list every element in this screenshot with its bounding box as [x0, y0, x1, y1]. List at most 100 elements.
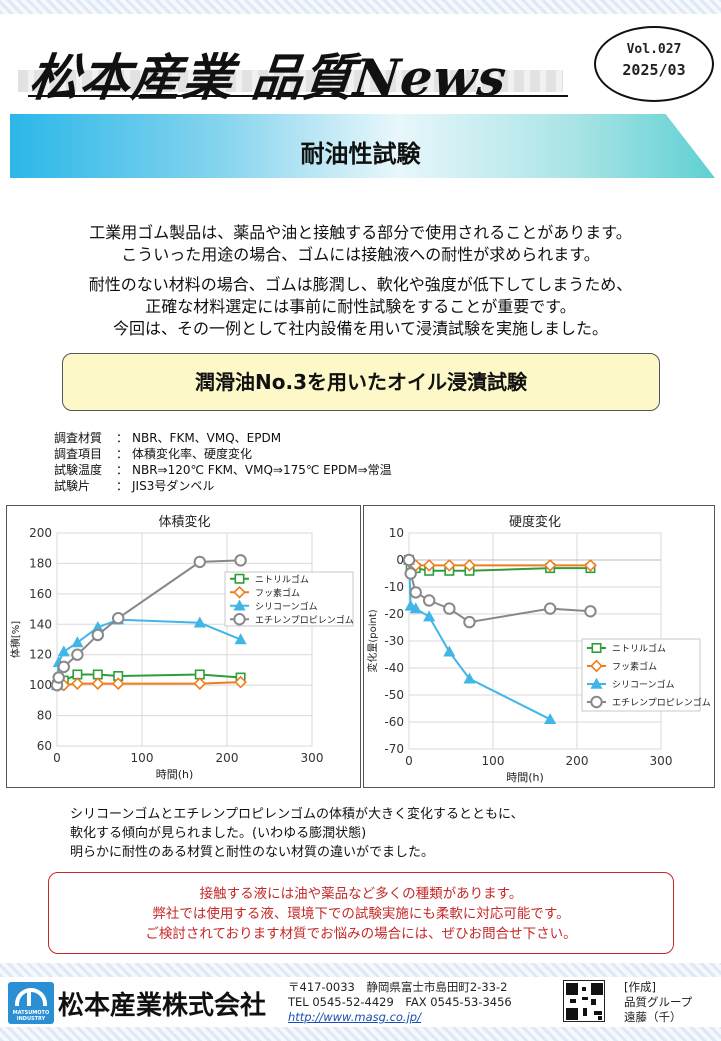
y-tick-label: -60	[384, 715, 404, 729]
condition-label: 試験片	[54, 479, 91, 493]
notice-line: 接触する液には油や薬品など多くの種類があります。	[199, 886, 523, 902]
data-point	[543, 602, 557, 615]
notice-line: 弊社では使用する液、環境下での試験実施にも柔軟に対応可能です。	[152, 906, 570, 922]
data-point	[463, 672, 476, 684]
data-point	[111, 677, 125, 690]
data-point	[422, 559, 436, 572]
legend-label: エチレンプロピレンゴム	[255, 614, 354, 626]
data-point	[443, 602, 456, 615]
y-tick-label: 80	[37, 709, 52, 723]
author-name: 遠藤（千）	[624, 1010, 682, 1024]
condition-sep: ：	[116, 463, 129, 477]
condition-sep: ：	[116, 479, 129, 493]
x-tick-label: 300	[650, 754, 673, 768]
intro-line: 耐性のない材料の場合、ゴムは膨潤し、軟化や強度が低下してしまうため、	[88, 275, 633, 294]
footer-pattern	[0, 963, 721, 977]
address: 〒417-0033 静岡県富士市島田町2-33-2	[288, 980, 508, 994]
data-point	[409, 602, 422, 614]
y-tick-label: -70	[384, 742, 404, 756]
condition-label: 調査項目	[54, 447, 103, 461]
data-point	[463, 615, 476, 629]
legend-box	[224, 571, 354, 627]
data-point	[71, 636, 84, 648]
legend-label: ニトリルゴム	[255, 573, 309, 585]
volume-change-svg: 60 80 100 120 140 160 180 200 0 100 200 300 体積変化時間(h…	[9, 514, 354, 781]
x-tick-label: 300	[301, 751, 324, 765]
data-point	[71, 648, 84, 661]
website-link[interactable]: http://www.masg.co.jp/	[288, 1010, 421, 1024]
data-point	[234, 554, 247, 567]
notice-line: ご検討されております材質でお悩みの場合には、ぜひお問合せ下さい。	[145, 926, 577, 942]
y-axis-label: 体積[%]	[9, 621, 22, 658]
condition-value: JIS3号ダンベル	[132, 479, 215, 493]
condition-value: NBR⇒120℃ FKM、VMQ⇒175℃ EPDM⇒常温	[132, 463, 392, 477]
legend-label: フッ素ゴム	[612, 661, 657, 673]
y-tick-label: -50	[384, 688, 404, 702]
data-point	[442, 559, 456, 572]
y-tick-label: 140	[29, 617, 52, 631]
data-point	[57, 645, 70, 657]
summary-line: 明らかに耐性のある材質と耐性のない材質の違いがでました。	[70, 845, 435, 860]
legend-marker	[591, 643, 602, 654]
legend-marker	[590, 677, 603, 689]
condition-row: 試験片 ： JIS3号ダンベル	[54, 478, 392, 494]
logo-mark-stem	[27, 992, 35, 1006]
data-point	[193, 677, 207, 690]
condition-label: 試験温度	[54, 463, 103, 477]
data-point	[543, 559, 557, 572]
y-tick-label: 200	[29, 526, 52, 540]
company-contact: 〒417-0033 静岡県富士市島田町2-33-2 TEL 0545-52-44…	[288, 980, 512, 1025]
data-point	[584, 559, 597, 572]
results-summary: シリコーンゴムとエチレンプロピレンゴムの体積が大きく変化するとともに、 軟化する…	[70, 805, 524, 862]
phone-fax: TEL 0545-52-4429 FAX 0545-53-3456	[288, 995, 512, 1009]
title-shadow	[18, 70, 563, 92]
qr-code-icon[interactable]	[563, 980, 605, 1022]
x-tick-label: 200	[216, 751, 239, 765]
data-point	[409, 586, 422, 599]
y-tick-label: 120	[29, 648, 52, 662]
top-pattern	[0, 0, 721, 14]
chart-title: 体積変化	[158, 514, 210, 530]
volume-change-chart: 60 80 100 120 140 160 180 200 0 100 200 300 体積変化 時間(h…	[6, 505, 361, 788]
data-point	[584, 605, 597, 618]
intro-line: こういった用途の場合、ゴムには接触液への耐性が求められます。	[121, 245, 600, 264]
legend-label: シリコーンゴム	[255, 600, 318, 612]
banner-title: 耐油性試験	[300, 140, 421, 168]
data-point	[402, 553, 416, 567]
legend-marker	[233, 585, 246, 599]
data-point	[234, 633, 247, 645]
y-tick-label: 180	[29, 556, 52, 570]
data-point	[422, 594, 436, 607]
condition-sep: ：	[116, 431, 129, 445]
company-name: 松本産業株式会社	[58, 991, 267, 1021]
author-info: [作成] 品質グループ 遠藤（千）	[624, 980, 692, 1025]
condition-row: 調査項目 ：体積変化率、硬度変化	[54, 446, 392, 462]
legend-marker	[590, 659, 603, 673]
y-axis-label: 変化量(point)	[366, 609, 379, 672]
condition-sep: ：	[116, 447, 129, 461]
legend-label: フッ素ゴム	[255, 587, 300, 599]
volume-number: Vol.027	[626, 42, 682, 57]
x-tick-label: 100	[131, 751, 154, 765]
intro-line: 今回は、その一例として社内設備を用いて浸漬試験を実施しました。	[112, 319, 609, 338]
y-tick-label: -40	[384, 661, 404, 675]
intro-line: 工業用ゴム製品は、薬品や油と接触する部分で使用されることがあります。	[89, 223, 632, 242]
x-tick-label: 200	[566, 754, 589, 768]
legend-marker	[233, 599, 246, 611]
condition-label: 調査材質	[54, 431, 103, 445]
y-tick-label: -30	[384, 634, 404, 648]
x-tick-label: 100	[482, 754, 505, 768]
data-point	[91, 628, 105, 642]
intro-paragraph-2: 耐性のない材料の場合、ゴムは膨潤し、軟化や強度が低下してしまうため、 正確な材料…	[0, 274, 721, 340]
author-group: 品質グループ	[624, 995, 693, 1009]
chart-title: 硬度変化	[509, 514, 561, 530]
test-title-box: 潤滑油No.3を用いたオイル浸漬試験	[62, 353, 660, 411]
data-point	[91, 677, 105, 690]
x-axis-label: 時間(h)	[156, 768, 194, 781]
intro-line: 正確な材料選定には事前に耐性試験をすることが重要です。	[145, 297, 576, 316]
y-tick-label: 160	[29, 587, 52, 601]
company-logo: MATSUMOTO INDUSTRY	[8, 982, 54, 1024]
data-point	[443, 645, 456, 657]
y-tick-label: 100	[29, 678, 52, 692]
